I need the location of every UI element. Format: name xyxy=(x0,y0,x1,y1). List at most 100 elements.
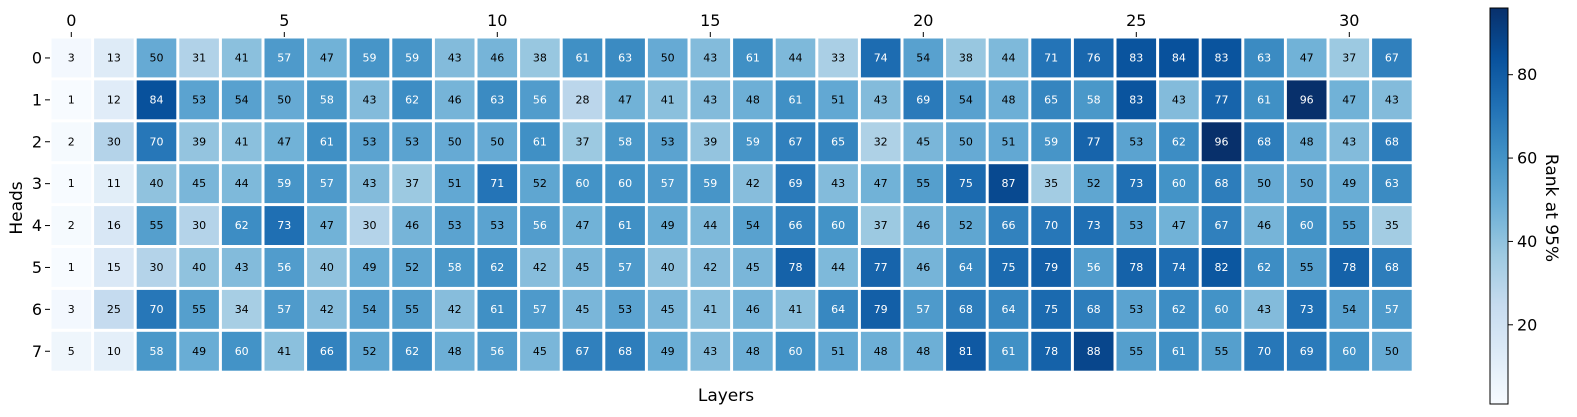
heatmap-cell xyxy=(1329,164,1370,204)
cell-value-label: 61 xyxy=(746,51,760,64)
cell-value-label: 83 xyxy=(1129,51,1143,64)
heatmap-cell xyxy=(1244,164,1284,204)
heatmap-cell xyxy=(221,80,262,120)
cell-value-label: 70 xyxy=(150,303,164,316)
x-tick-label: 0 xyxy=(66,11,76,30)
cell-value-label: 47 xyxy=(576,219,590,232)
cell-value-label: 61 xyxy=(490,303,504,316)
cell-value-label: 60 xyxy=(831,219,845,232)
cell-value-label: 49 xyxy=(192,345,206,358)
cell-value-label: 84 xyxy=(1172,51,1186,64)
y-tick-label: 0 xyxy=(32,48,42,67)
heatmap-cell xyxy=(988,38,1029,78)
heatmap-cell xyxy=(562,38,603,78)
cell-value-label: 56 xyxy=(490,345,504,358)
heatmap-cell xyxy=(775,206,816,245)
cell-value-label: 44 xyxy=(789,51,803,64)
cell-value-label: 60 xyxy=(235,345,249,358)
cell-value-label: 75 xyxy=(959,177,973,190)
cell-value-label: 61 xyxy=(533,135,547,148)
heatmap-cell xyxy=(1329,206,1370,245)
heatmap-cell xyxy=(775,80,816,120)
heatmap-cell xyxy=(605,206,645,245)
heatmap-cell xyxy=(860,331,901,371)
cell-value-label: 55 xyxy=(1300,261,1314,274)
heatmap-cell xyxy=(1116,331,1157,371)
heatmap-cell xyxy=(946,206,986,245)
heatmap-cell xyxy=(903,38,944,78)
heatmap-cell xyxy=(1201,122,1242,162)
cell-value-label: 61 xyxy=(789,93,803,106)
cell-value-label: 66 xyxy=(1002,219,1016,232)
heatmap-cell xyxy=(221,289,262,329)
heatmap-cell xyxy=(94,122,134,162)
cell-value-label: 57 xyxy=(277,51,291,64)
cell-value-label: 50 xyxy=(661,51,675,64)
heatmap-cell xyxy=(264,38,305,78)
cell-value-label: 52 xyxy=(363,345,377,358)
heatmap-cell xyxy=(775,38,816,78)
heatmap-cell xyxy=(1372,80,1412,120)
cell-value-label: 43 xyxy=(1257,303,1271,316)
heatmap-cell xyxy=(818,122,858,162)
cell-value-label: 96 xyxy=(1300,93,1314,106)
heatmap-cell xyxy=(520,289,560,329)
cell-value-label: 41 xyxy=(277,345,291,358)
heatmap-cell xyxy=(51,164,92,204)
cell-value-label: 50 xyxy=(277,93,291,106)
heatmap-cell xyxy=(733,80,773,120)
heatmap-cell xyxy=(1116,164,1157,204)
cell-value-label: 68 xyxy=(959,303,973,316)
cell-value-label: 42 xyxy=(746,177,760,190)
heatmap-cell xyxy=(1244,38,1284,78)
cell-value-label: 40 xyxy=(320,261,334,274)
heatmap-cell xyxy=(51,248,92,287)
cell-value-label: 61 xyxy=(1172,345,1186,358)
cell-value-label: 55 xyxy=(1342,219,1356,232)
cell-value-label: 55 xyxy=(405,303,419,316)
cell-value-label: 73 xyxy=(1087,219,1101,232)
heatmap-cell xyxy=(946,122,986,162)
heatmap-cell xyxy=(392,80,432,120)
cell-value-label: 43 xyxy=(1385,93,1399,106)
heatmap-cell xyxy=(1031,164,1071,204)
heatmap-cell xyxy=(988,164,1029,204)
cell-value-label: 48 xyxy=(746,93,760,106)
heatmap-cell xyxy=(94,80,134,120)
heatmap-cell xyxy=(1031,248,1071,287)
y-tick-label: 1 xyxy=(32,90,42,109)
heatmap-cell xyxy=(264,164,305,204)
cell-value-label: 62 xyxy=(405,93,419,106)
heatmap-cell xyxy=(733,248,773,287)
heatmap-cell xyxy=(1159,206,1199,245)
heatmap-cell xyxy=(264,248,305,287)
heatmap-cell xyxy=(221,331,262,371)
heatmap-cell xyxy=(903,80,944,120)
heatmap-cell xyxy=(903,164,944,204)
colorbar-tick-label: 40 xyxy=(1517,232,1537,251)
heatmap-cell xyxy=(690,164,731,204)
heatmap-cell xyxy=(520,331,560,371)
cell-value-label: 74 xyxy=(1172,261,1186,274)
cell-value-label: 55 xyxy=(150,219,164,232)
cell-value-label: 66 xyxy=(320,345,334,358)
heatmap-cell xyxy=(946,331,986,371)
cell-value-label: 2 xyxy=(68,135,75,148)
heatmap-cell xyxy=(1116,122,1157,162)
cell-value-label: 28 xyxy=(576,93,590,106)
heatmap-cell xyxy=(903,331,944,371)
cell-value-label: 50 xyxy=(959,135,973,148)
cell-value-label: 57 xyxy=(916,303,930,316)
cell-value-label: 42 xyxy=(448,303,462,316)
cell-value-label: 57 xyxy=(1385,303,1399,316)
heatmap-cell xyxy=(179,331,219,371)
cell-value-label: 63 xyxy=(618,51,632,64)
cell-value-label: 33 xyxy=(831,51,845,64)
cell-value-label: 73 xyxy=(1129,177,1143,190)
cell-value-label: 46 xyxy=(490,51,504,64)
cell-value-label: 45 xyxy=(576,303,590,316)
heatmap-cell xyxy=(1116,289,1157,329)
cell-value-label: 51 xyxy=(1002,135,1016,148)
cell-value-label: 71 xyxy=(1044,51,1058,64)
heatmap-cell xyxy=(51,38,92,78)
